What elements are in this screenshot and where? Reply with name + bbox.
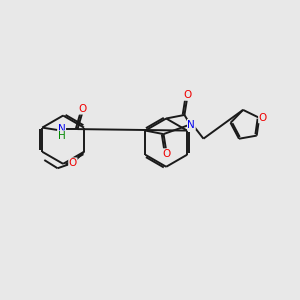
Text: O: O — [78, 104, 86, 114]
Text: N: N — [58, 124, 65, 134]
Text: H: H — [58, 131, 65, 141]
Text: O: O — [69, 158, 77, 168]
Text: O: O — [259, 113, 267, 123]
Text: O: O — [162, 149, 170, 159]
Text: O: O — [183, 90, 191, 100]
Text: N: N — [188, 119, 195, 130]
